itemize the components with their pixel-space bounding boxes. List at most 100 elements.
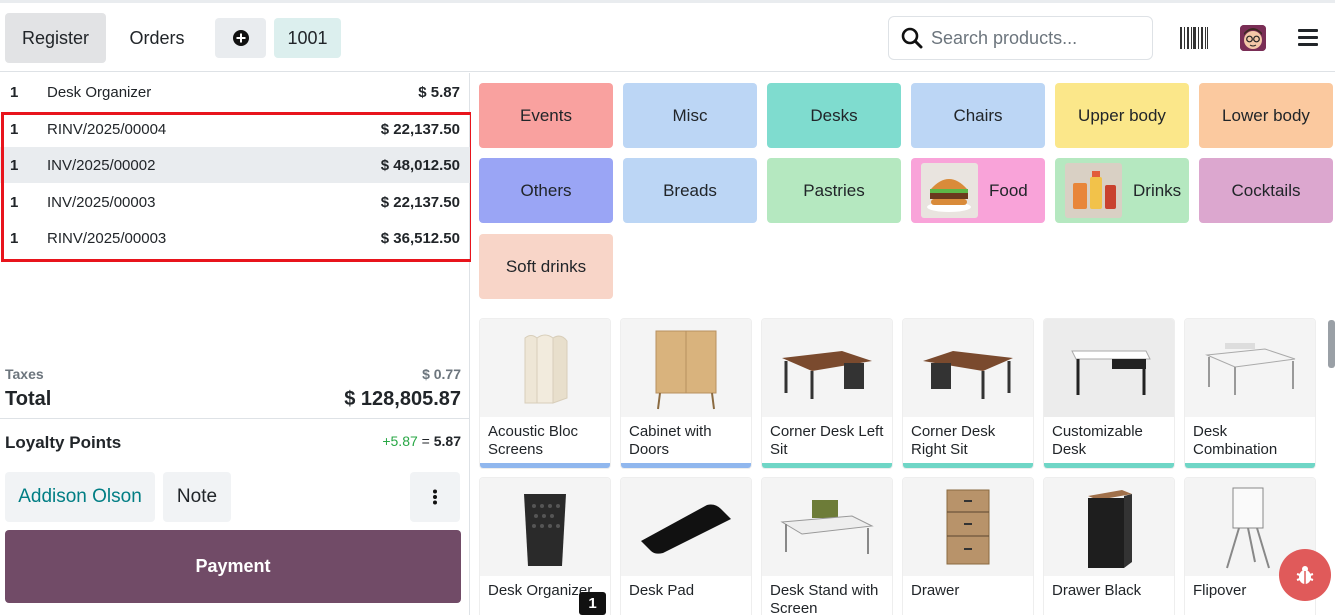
- product-card[interactable]: Desk Organizer: [479, 477, 611, 615]
- total-value: $ 128,805.87: [344, 388, 461, 410]
- payment-button[interactable]: Payment: [5, 530, 461, 603]
- loyalty-eq: =: [421, 433, 430, 449]
- product-name: Desk Pad: [629, 582, 695, 599]
- order-line[interactable]: 1 RINV/2025/00003 $ 36,512.50: [0, 220, 470, 256]
- category-label: Misc: [672, 105, 708, 125]
- product-card[interactable]: Customizable Desk: [1043, 318, 1175, 469]
- product-image: [903, 478, 1033, 576]
- category-upper-body[interactable]: Upper body: [1055, 83, 1189, 148]
- product-qty-badge: 1: [579, 592, 606, 615]
- line-price: $ 22,137.50: [380, 193, 460, 211]
- corner-desk-icon: [923, 351, 1013, 399]
- desk-pad-icon: [641, 504, 731, 554]
- product-name: Cabinet with Doors: [629, 423, 712, 458]
- product-name: Corner Desk Left Sit: [770, 423, 884, 458]
- product-name: Drawer: [911, 582, 960, 599]
- product-card[interactable]: Cabinet with Doors: [620, 318, 752, 469]
- line-name: INV/2025/00002: [47, 156, 156, 174]
- category-pastries[interactable]: Pastries: [767, 158, 901, 223]
- product-name: Acoustic Bloc Screens: [488, 423, 579, 458]
- product-name: Desk Organizer: [488, 582, 593, 599]
- product-name: Drawer Black: [1052, 582, 1142, 599]
- register-button[interactable]: Register: [5, 13, 106, 63]
- category-label: Others: [520, 180, 572, 200]
- product-name: Desk Combination: [1193, 423, 1278, 458]
- note-button[interactable]: Note: [163, 472, 231, 522]
- product-card[interactable]: Acoustic Bloc Screens: [479, 318, 611, 469]
- product-image: [480, 478, 610, 576]
- order-line[interactable]: 1 RINV/2025/00004 $ 22,137.50: [0, 111, 470, 147]
- product-card[interactable]: Desk Combination: [1184, 318, 1316, 469]
- barcode-icon[interactable]: [1180, 27, 1208, 49]
- flipover-icon: [1226, 487, 1270, 569]
- customer-button[interactable]: Addison Olson: [5, 472, 155, 522]
- product-category-bar: [1044, 463, 1174, 468]
- product-category-bar: [621, 463, 751, 468]
- order-line[interactable]: 1 Desk Organizer $ 5.87: [0, 74, 470, 110]
- bug-icon: [1296, 566, 1314, 584]
- search-box[interactable]: [888, 16, 1153, 60]
- category-events[interactable]: Events: [479, 83, 613, 148]
- category-cocktails[interactable]: Cocktails: [1199, 158, 1333, 223]
- loyalty-total: 5.87: [433, 433, 461, 449]
- product-category-bar: [762, 463, 892, 468]
- category-label: Chairs: [953, 105, 1003, 125]
- burger-icon: [921, 163, 978, 218]
- more-actions-button[interactable]: [410, 472, 460, 522]
- product-card[interactable]: Drawer Black: [1043, 477, 1175, 615]
- product-name: Customizable Desk: [1052, 423, 1143, 458]
- category-label: Events: [520, 105, 572, 125]
- product-image: [762, 478, 892, 576]
- order-line-selected[interactable]: 1 INV/2025/00002 $ 48,012.50: [0, 147, 470, 183]
- category-label: Drinks: [1133, 180, 1182, 200]
- category-lower-body[interactable]: Lower body: [1199, 83, 1333, 148]
- category-food[interactable]: Food: [911, 158, 1045, 223]
- product-panel: Events Misc Desks Chairs Upper body Lowe…: [471, 73, 1335, 615]
- category-misc[interactable]: Misc: [623, 83, 757, 148]
- vertical-ellipsis-icon: [433, 489, 437, 505]
- category-others[interactable]: Others: [479, 158, 613, 223]
- taxes-label: Taxes: [5, 366, 44, 382]
- corner-desk-icon: [782, 351, 872, 399]
- product-scrollbar[interactable]: [1328, 320, 1335, 368]
- product-card[interactable]: Corner Desk Right Sit: [902, 318, 1034, 469]
- loyalty-gain: +5.87: [382, 433, 418, 449]
- taxes-row: Taxes $ 0.77: [5, 366, 461, 382]
- product-name: Flipover: [1193, 582, 1247, 599]
- category-label: Food: [989, 180, 1028, 200]
- search-input[interactable]: [931, 27, 1141, 49]
- category-soft-drinks[interactable]: Soft drinks: [479, 234, 613, 299]
- category-chairs[interactable]: Chairs: [911, 83, 1045, 148]
- line-price: $ 22,137.50: [380, 120, 460, 138]
- product-card[interactable]: Desk Stand with Screen: [761, 477, 893, 615]
- new-order-button[interactable]: [215, 18, 266, 58]
- order-line[interactable]: 1 INV/2025/00003 $ 22,137.50: [0, 184, 470, 220]
- line-name: Desk Organizer: [47, 83, 152, 101]
- category-label: Pastries: [803, 180, 865, 200]
- avatar-face-icon: [1240, 25, 1266, 51]
- user-avatar[interactable]: [1240, 25, 1266, 51]
- order-tab-1001[interactable]: 1001: [274, 18, 341, 58]
- hamburger-menu-icon[interactable]: [1298, 29, 1318, 47]
- highlight-annotation-box: [1, 112, 473, 262]
- plus-circle-icon: [232, 30, 249, 46]
- desk-organizer-icon: [524, 494, 566, 566]
- category-breads[interactable]: Breads: [623, 158, 757, 223]
- product-category-bar: [480, 463, 610, 468]
- debug-button[interactable]: [1279, 549, 1331, 601]
- product-image: [1185, 319, 1315, 417]
- product-card[interactable]: Corner Desk Left Sit: [761, 318, 893, 469]
- category-drinks[interactable]: Drinks: [1055, 158, 1189, 223]
- product-card[interactable]: Drawer: [902, 477, 1034, 615]
- category-label: Soft drinks: [505, 256, 587, 276]
- orders-button[interactable]: Orders: [129, 27, 185, 48]
- drinks-icon: [1065, 163, 1122, 218]
- category-desks[interactable]: Desks: [767, 83, 901, 148]
- product-card[interactable]: Desk Pad: [620, 477, 752, 615]
- taxes-value: $ 0.77: [422, 366, 461, 382]
- product-image: [480, 319, 610, 417]
- line-qty: 1: [10, 120, 19, 138]
- product-name: Desk Stand with Screen: [770, 582, 879, 615]
- line-price: $ 48,012.50: [380, 156, 460, 174]
- product-card[interactable]: Flipover: [1184, 477, 1316, 615]
